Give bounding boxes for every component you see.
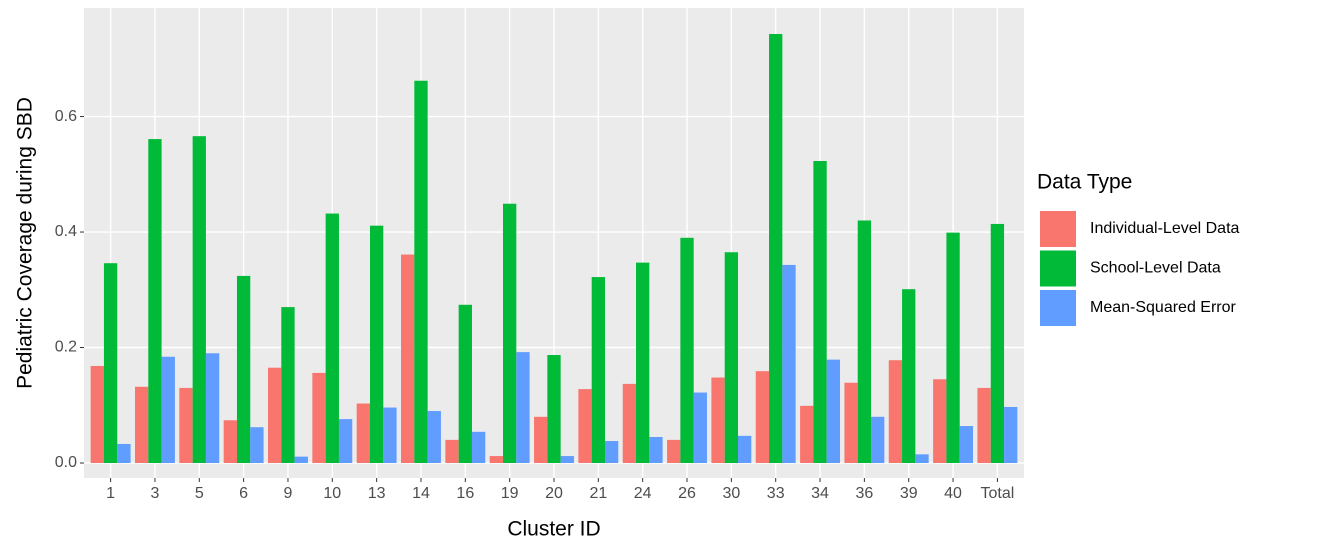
bar <box>782 264 796 463</box>
x-tick-label: 33 <box>767 485 785 502</box>
bar <box>871 416 885 463</box>
y-tick-label: 0.0 <box>55 454 77 471</box>
bar <box>738 435 752 463</box>
bar <box>578 389 592 463</box>
bar <box>134 386 149 463</box>
y-tick-label: 0.4 <box>55 223 77 240</box>
bar <box>236 275 251 463</box>
bar <box>888 360 903 463</box>
bar <box>205 353 220 463</box>
x-tick-label: 30 <box>722 485 740 502</box>
bar <box>946 232 960 463</box>
bar <box>312 372 326 463</box>
legend-key <box>1040 250 1076 287</box>
bar <box>547 355 561 463</box>
legend-key <box>1040 290 1076 326</box>
bar <box>338 419 353 463</box>
bar <box>857 220 872 463</box>
y-tick-label: 0.2 <box>55 339 77 356</box>
bar <box>161 356 175 463</box>
x-tick-label: 1 <box>106 485 115 502</box>
x-tick-label: 26 <box>678 485 696 502</box>
x-tick-label: Total <box>980 485 1014 502</box>
bar <box>915 454 929 463</box>
bar <box>534 416 548 463</box>
bar <box>977 387 991 463</box>
x-tick-label: 9 <box>284 485 293 502</box>
x-tick-label: 20 <box>545 485 563 502</box>
x-tick-label: 10 <box>323 485 341 502</box>
y-axis-title: Pediatric Coverage during SBD <box>14 97 37 389</box>
bar <box>591 277 605 463</box>
bar <box>148 139 162 463</box>
bar <box>649 437 663 463</box>
bar <box>680 237 694 463</box>
bar <box>458 304 472 463</box>
bar <box>250 427 264 463</box>
bar <box>281 307 295 463</box>
bar <box>990 223 1005 463</box>
bar <box>844 382 858 463</box>
x-axis-title: Cluster ID <box>507 518 600 541</box>
legend-label: School-Level Data <box>1090 260 1221 277</box>
legend-label: Individual-Level Data <box>1090 220 1240 237</box>
legend-key <box>1040 211 1076 247</box>
x-tick-label: 6 <box>239 485 248 502</box>
bar <box>1004 406 1018 463</box>
bar <box>636 262 650 463</box>
bar <box>769 33 783 463</box>
bar <box>117 443 131 463</box>
x-tick-label: 36 <box>855 485 873 502</box>
bar <box>516 352 530 463</box>
bar <box>427 411 441 463</box>
x-tick-label: 19 <box>501 485 519 502</box>
legend-label: Mean-Squared Error <box>1090 299 1237 316</box>
x-tick-label: 39 <box>900 485 918 502</box>
x-tick-label: 40 <box>944 485 962 502</box>
bar <box>356 403 370 463</box>
bar <box>414 80 428 463</box>
bar <box>933 379 947 463</box>
bar <box>369 225 384 463</box>
bar <box>724 252 739 463</box>
bar <box>268 367 282 463</box>
bar <box>179 387 193 463</box>
bar <box>667 439 681 463</box>
bar <box>294 456 308 463</box>
bar <box>711 377 725 463</box>
bar <box>325 213 339 463</box>
bar <box>90 365 104 463</box>
y-tick-label: 0.6 <box>55 108 77 125</box>
legend-title: Data Type <box>1037 171 1132 194</box>
x-tick-label: 16 <box>456 485 474 502</box>
bar <box>902 289 916 463</box>
x-tick-label: 14 <box>412 485 430 502</box>
bar <box>223 420 237 463</box>
bar <box>560 456 574 463</box>
bar <box>813 161 827 463</box>
bar <box>383 407 397 463</box>
bar <box>826 359 840 463</box>
x-tick-label: 24 <box>634 485 652 502</box>
bar <box>192 136 206 463</box>
bar <box>959 426 974 463</box>
x-tick-label: 13 <box>368 485 386 502</box>
bar <box>401 254 415 463</box>
bar <box>489 456 504 463</box>
bar <box>622 383 637 463</box>
bar <box>103 263 118 463</box>
x-tick-label: 3 <box>150 485 159 502</box>
x-tick-label: 21 <box>589 485 607 502</box>
bar <box>693 392 707 463</box>
bar <box>755 371 770 463</box>
bar <box>800 405 814 463</box>
bar <box>604 441 619 463</box>
bar <box>445 439 459 463</box>
bar <box>471 431 486 463</box>
bar <box>503 203 517 463</box>
x-tick-label: 5 <box>195 485 204 502</box>
x-tick-label: 34 <box>811 485 829 502</box>
